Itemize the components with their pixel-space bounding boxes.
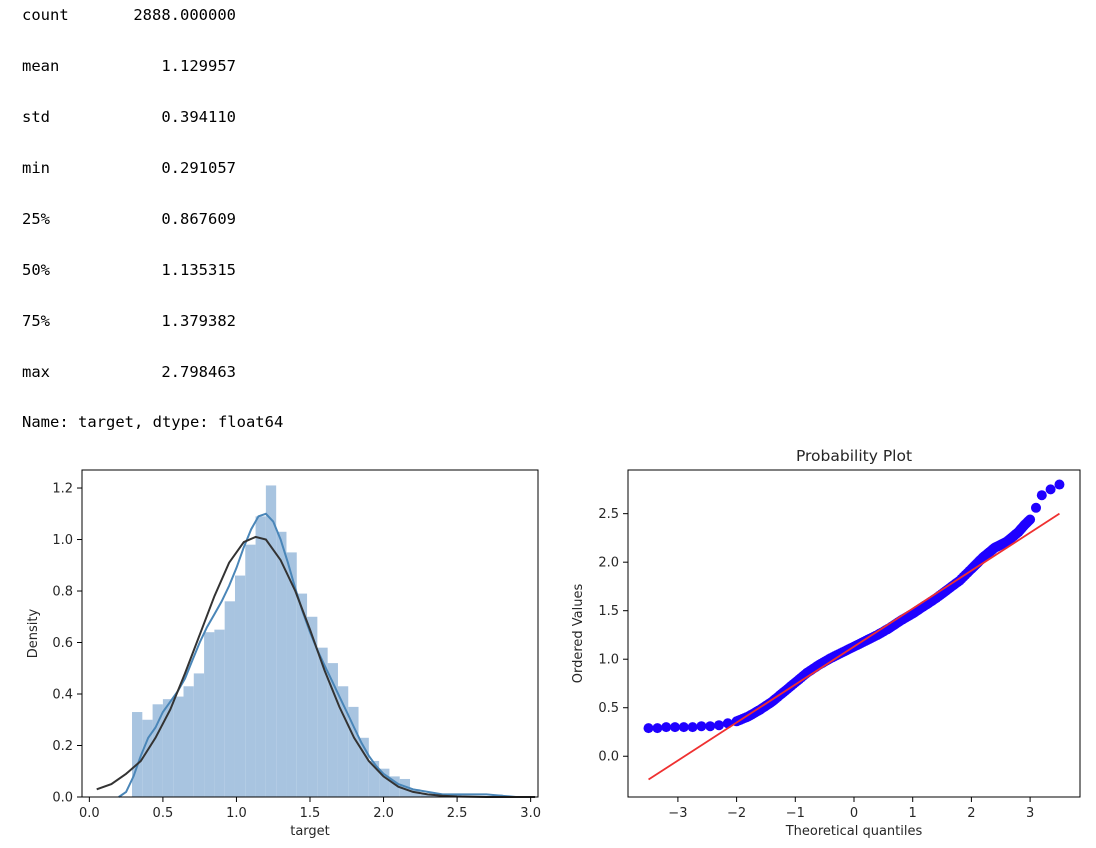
histogram-bar [296, 593, 308, 797]
stat-value: 1.129957 [161, 57, 236, 75]
fit-line [648, 512, 1060, 781]
x-tick-label: 3.0 [520, 806, 541, 821]
histogram-bar [358, 737, 369, 797]
x-tick-label: 0 [850, 806, 858, 821]
x-axis-label: target [290, 824, 330, 839]
x-tick-label: 0.0 [79, 806, 100, 821]
y-tick-label: 1.0 [598, 653, 619, 668]
histogram-bar [368, 760, 380, 797]
histogram-bar [317, 647, 328, 797]
histogram-bar [265, 485, 277, 797]
histogram-bar [193, 673, 205, 797]
x-tick-label: 2 [967, 806, 975, 821]
x-axis-label: Theoretical quantiles [785, 824, 923, 839]
histogram-bar [152, 704, 163, 797]
histogram-bar [286, 552, 297, 797]
stat-label: std [22, 108, 50, 126]
histogram-bar [183, 686, 194, 797]
qq-point [1031, 502, 1041, 513]
x-tick-label: −1 [786, 806, 805, 821]
y-axis-label: Density [26, 608, 41, 658]
qq-point [678, 722, 689, 733]
x-tick-label: 1.5 [300, 806, 321, 821]
y-tick-label: 0.6 [52, 636, 73, 651]
y-tick-label: 0.0 [598, 750, 619, 765]
stat-label: 50% [22, 261, 50, 279]
histogram-bar [245, 544, 256, 797]
stat-label: min [22, 159, 50, 177]
normal-fit-line [96, 535, 536, 798]
stat-label: max [22, 363, 50, 381]
series-info: Name: target, dtype: float64 [22, 413, 284, 431]
x-tick-label: 3 [1026, 806, 1034, 821]
histogram-bar [307, 616, 318, 797]
qq-point [670, 722, 680, 733]
histogram-chart: 0.0 0.5 1.0 1.5 2.0 2.5 3.0 0.0 0.2 0.4 0.6 0.8 1.0 1… [26, 469, 541, 839]
y-tick-label: 2.5 [598, 507, 619, 522]
y-tick-label: 0.0 [52, 791, 73, 806]
stat-value: 0.867609 [161, 210, 236, 228]
y-axis-label: Ordered Values [571, 584, 586, 684]
histogram-bar [327, 663, 338, 797]
x-tick-label: 2.0 [373, 806, 394, 821]
histogram-bar [379, 768, 390, 797]
y-tick-label: 1.5 [598, 604, 619, 619]
y-tick-label: 0.4 [52, 688, 73, 703]
stat-label: count [22, 6, 69, 24]
qq-point [652, 723, 663, 734]
x-tick-label: −2 [727, 806, 746, 821]
y-tick-label: 2.0 [598, 556, 619, 571]
stat-value: 2.798463 [161, 363, 236, 381]
qq-point [696, 721, 707, 732]
x-tick-label: 2.5 [447, 806, 468, 821]
qq-point [1036, 490, 1047, 501]
histogram-bar [162, 699, 174, 797]
probability-plot-chart: −3 −2 −1 0 1 2 3 0.0 0.5 1.0 1.5 2.0 2.5 Probability … [571, 447, 1081, 839]
stat-label: 75% [22, 312, 50, 330]
histogram-bar [276, 531, 287, 797]
histogram-bar [173, 696, 184, 797]
stat-value: 0.291057 [161, 159, 236, 177]
histogram-bar [132, 712, 143, 797]
y-tick-label: 0.8 [52, 585, 73, 600]
histogram-bar [348, 706, 359, 797]
chart-title: Probability Plot [796, 447, 912, 465]
y-tick-label: 1.2 [52, 482, 73, 497]
histogram-bar [224, 601, 235, 797]
x-tick-label: 1 [909, 806, 917, 821]
x-tick-label: −3 [668, 806, 687, 821]
stat-label: 25% [22, 210, 50, 228]
histogram-bar [255, 516, 266, 797]
histogram-bar [142, 719, 153, 797]
y-tick-label: 1.0 [52, 533, 73, 548]
qq-point [1054, 479, 1065, 490]
stat-value: 1.135315 [161, 261, 236, 279]
qq-point [661, 722, 672, 733]
histogram-bar [204, 632, 215, 797]
stat-value: 0.394110 [161, 108, 236, 126]
histogram-bar [420, 794, 431, 797]
histogram-bar [234, 575, 246, 797]
qq-point [1025, 514, 1036, 525]
histogram-bar [337, 686, 349, 797]
qq-point [643, 723, 654, 734]
histogram-bar [214, 629, 225, 797]
y-tick-label: 0.2 [52, 739, 73, 754]
y-tick-label: 0.5 [598, 701, 619, 716]
stat-value: 1.379382 [161, 312, 236, 330]
qq-point [714, 720, 724, 731]
qq-point [705, 721, 716, 732]
stat-value: 2888.000000 [133, 6, 236, 24]
qq-point [687, 722, 698, 733]
stat-label: mean [22, 57, 60, 75]
qq-point [1045, 484, 1056, 495]
x-tick-label: 0.5 [153, 806, 174, 821]
x-tick-label: 1.0 [226, 806, 247, 821]
histogram-bar [389, 776, 400, 797]
